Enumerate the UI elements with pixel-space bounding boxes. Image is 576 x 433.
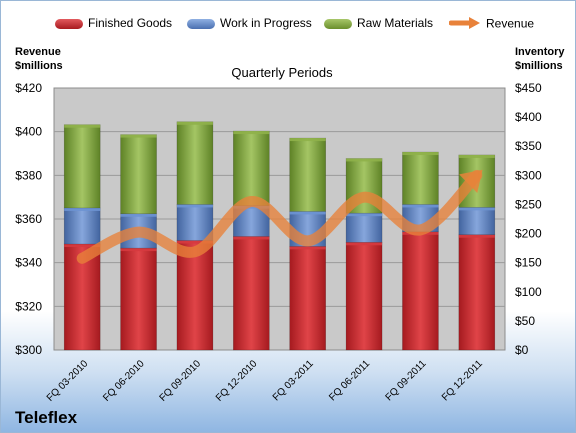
bar-work-in-progress	[345, 212, 383, 243]
company-name: Teleflex	[15, 408, 78, 427]
bar-raw-materials	[289, 137, 326, 212]
revenue-arrowhead	[459, 169, 483, 194]
bar-top-raw-materials	[233, 131, 270, 135]
bar-top-raw-materials	[64, 124, 101, 128]
right-axis-tick-label: $50	[515, 314, 535, 328]
legend-item-work-in-progress: Work in Progress	[187, 16, 312, 30]
bar-top-raw-materials	[176, 121, 213, 125]
left-axis-tick-label: $340	[15, 256, 42, 270]
bar-top-work-in-progress	[176, 204, 213, 208]
legend-arrow-icon	[448, 16, 481, 33]
category-label: FQ 03-2011	[271, 358, 316, 403]
right-axis-tick-label: $150	[515, 256, 542, 270]
bar-finished-goods	[233, 236, 270, 351]
bar-top-raw-materials	[458, 154, 495, 158]
bar-top-finished-goods	[120, 248, 157, 252]
bar-work-in-progress	[458, 207, 496, 236]
right-axis-title-line1: Inventory	[515, 46, 565, 58]
bar-top-finished-goods	[176, 240, 213, 244]
right-axis-tick-label: $450	[515, 81, 542, 95]
left-axis-title-line1: Revenue	[15, 46, 61, 58]
category-label: FQ 03-2010	[45, 358, 91, 404]
category-label: FQ 09-2011	[384, 358, 429, 403]
bar-raw-materials	[120, 134, 157, 215]
bar-top-work-in-progress	[458, 207, 495, 211]
bar-finished-goods	[458, 234, 496, 351]
bar-top-work-in-progress	[346, 213, 383, 217]
bar-top-work-in-progress	[402, 204, 439, 208]
right-axis-title: Inventory $millions	[515, 45, 565, 73]
bar-finished-goods	[402, 231, 439, 351]
right-axis-title-line2: $millions	[515, 60, 563, 72]
bar-top-finished-goods	[289, 246, 326, 250]
bar-top-work-in-progress	[64, 207, 101, 211]
legend: Finished Goods Work in Progress Raw Mate…	[1, 11, 575, 37]
bar-raw-materials	[176, 121, 214, 205]
right-axis-tick-label: $400	[515, 110, 542, 124]
bar-top-finished-goods	[64, 244, 101, 248]
left-axis-tick-label: $400	[15, 125, 42, 139]
bar-work-in-progress	[63, 207, 101, 245]
bar-finished-goods	[345, 241, 383, 351]
category-label: FQ 06-2010	[101, 358, 147, 404]
bar-finished-goods	[120, 247, 157, 351]
right-axis-tick-label: $100	[515, 285, 542, 299]
category-label: FQ 09-2010	[158, 358, 204, 404]
category-label: FQ 12-2011	[440, 358, 485, 403]
right-axis-tick-label: $200	[515, 227, 542, 241]
right-axis-tick-label: $300	[515, 168, 542, 182]
bar-top-work-in-progress	[120, 213, 157, 217]
revenue-line	[76, 169, 483, 264]
bar-raw-materials	[402, 151, 439, 205]
left-axis-title-line2: $millions	[15, 60, 63, 72]
bar-finished-goods	[289, 246, 326, 351]
chart-title: Quarterly Periods	[231, 65, 333, 80]
bar-raw-materials	[233, 130, 270, 206]
left-axis-title: Revenue $millions	[15, 45, 63, 73]
legend-swatch-work-in-progress	[187, 18, 215, 29]
right-axis-tick-label: $350	[515, 139, 542, 153]
bar-top-finished-goods	[458, 234, 495, 238]
bar-top-finished-goods	[233, 236, 270, 240]
bar-top-work-in-progress	[233, 205, 270, 209]
bar-top-raw-materials	[402, 152, 439, 156]
bar-work-in-progress	[176, 204, 214, 241]
bar-top-work-in-progress	[289, 211, 326, 215]
left-axis-tick-label: $420	[15, 81, 42, 95]
legend-item-revenue: Revenue	[448, 16, 535, 33]
legend-label-raw-materials: Raw Materials	[357, 16, 434, 30]
bar-top-raw-materials	[120, 134, 157, 138]
left-axis-tick-label: $320	[15, 299, 42, 313]
category-label: FQ 12-2010	[214, 358, 260, 404]
right-axis-tick-label: $250	[515, 197, 542, 211]
legend-label-finished-goods: Finished Goods	[88, 16, 173, 30]
left-axis-tick-label: $360	[15, 212, 42, 226]
right-axis-tick-label: $0	[515, 343, 529, 357]
legend-item-finished-goods: Finished Goods	[55, 16, 172, 30]
legend-swatch-raw-materials	[324, 18, 352, 29]
legend-label-revenue: Revenue	[486, 16, 535, 31]
bar-finished-goods	[176, 240, 214, 351]
bar-top-finished-goods	[346, 242, 383, 246]
bar-top-raw-materials	[346, 158, 383, 162]
category-label: FQ 06-2011	[327, 358, 372, 403]
legend-swatch-finished-goods	[55, 18, 83, 29]
bar-raw-materials	[63, 124, 101, 209]
legend-item-raw-materials: Raw Materials	[324, 16, 433, 30]
legend-label-work-in-progress: Work in Progress	[220, 16, 312, 30]
left-axis-tick-label: $380	[15, 168, 42, 182]
bar-top-raw-materials	[289, 138, 326, 142]
left-axis-tick-label: $300	[15, 343, 42, 357]
